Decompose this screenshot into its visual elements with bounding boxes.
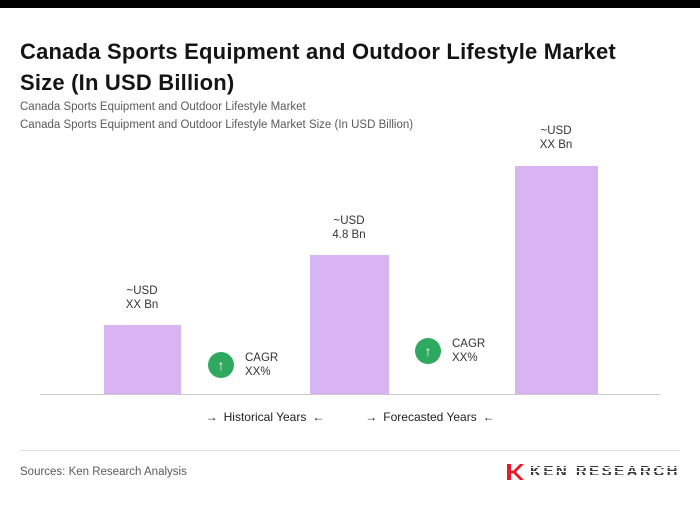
market-bar xyxy=(310,255,389,394)
cagr-up-icon: ↑ xyxy=(415,338,441,364)
market-bar xyxy=(104,325,181,394)
ken-research-logo-text: KEN RESEARCH xyxy=(529,463,681,480)
ken-research-logo-icon xyxy=(506,464,524,480)
page-title: Canada Sports Equipment and Outdoor Life… xyxy=(20,38,616,95)
forecasted-years-note: → Forecasted Years ← xyxy=(350,410,510,424)
bar-value-label: ~USD XX Bn xyxy=(125,285,159,311)
cagr-label: CAGR XX% xyxy=(452,338,486,364)
arrow-left-icon: ← xyxy=(482,410,495,424)
chart-subtitle: Canada Sports Equipment and Outdoor Life… xyxy=(20,98,413,134)
arrow-right-icon: → xyxy=(205,410,218,424)
chart-subtitle-line1: Canada Sports Equipment and Outdoor Life… xyxy=(20,101,306,113)
cagr-up-icon: ↑ xyxy=(208,352,234,378)
ken-research-logo: KEN RESEARCH xyxy=(505,462,681,482)
cagr-label: CAGR XX% xyxy=(245,352,279,378)
footer-divider xyxy=(20,450,680,451)
x-axis-line xyxy=(40,394,660,395)
historical-years-label: Historical Years xyxy=(223,410,307,424)
bar-value-label: ~USD XX Bn xyxy=(539,125,573,151)
arrow-left-icon: ← xyxy=(312,410,325,424)
forecasted-years-label: Forecasted Years xyxy=(383,410,477,424)
historical-years-note: → Historical Years ← xyxy=(185,410,345,424)
top-accent-bar xyxy=(0,0,700,8)
market-bar xyxy=(515,166,598,394)
bar-value-label: ~USD 4.8 Bn xyxy=(332,215,366,241)
chart-subtitle-line2: Canada Sports Equipment and Outdoor Life… xyxy=(20,119,414,131)
arrow-right-icon: → xyxy=(365,410,378,424)
sources-text: Sources: Ken Research Analysis xyxy=(20,466,187,478)
